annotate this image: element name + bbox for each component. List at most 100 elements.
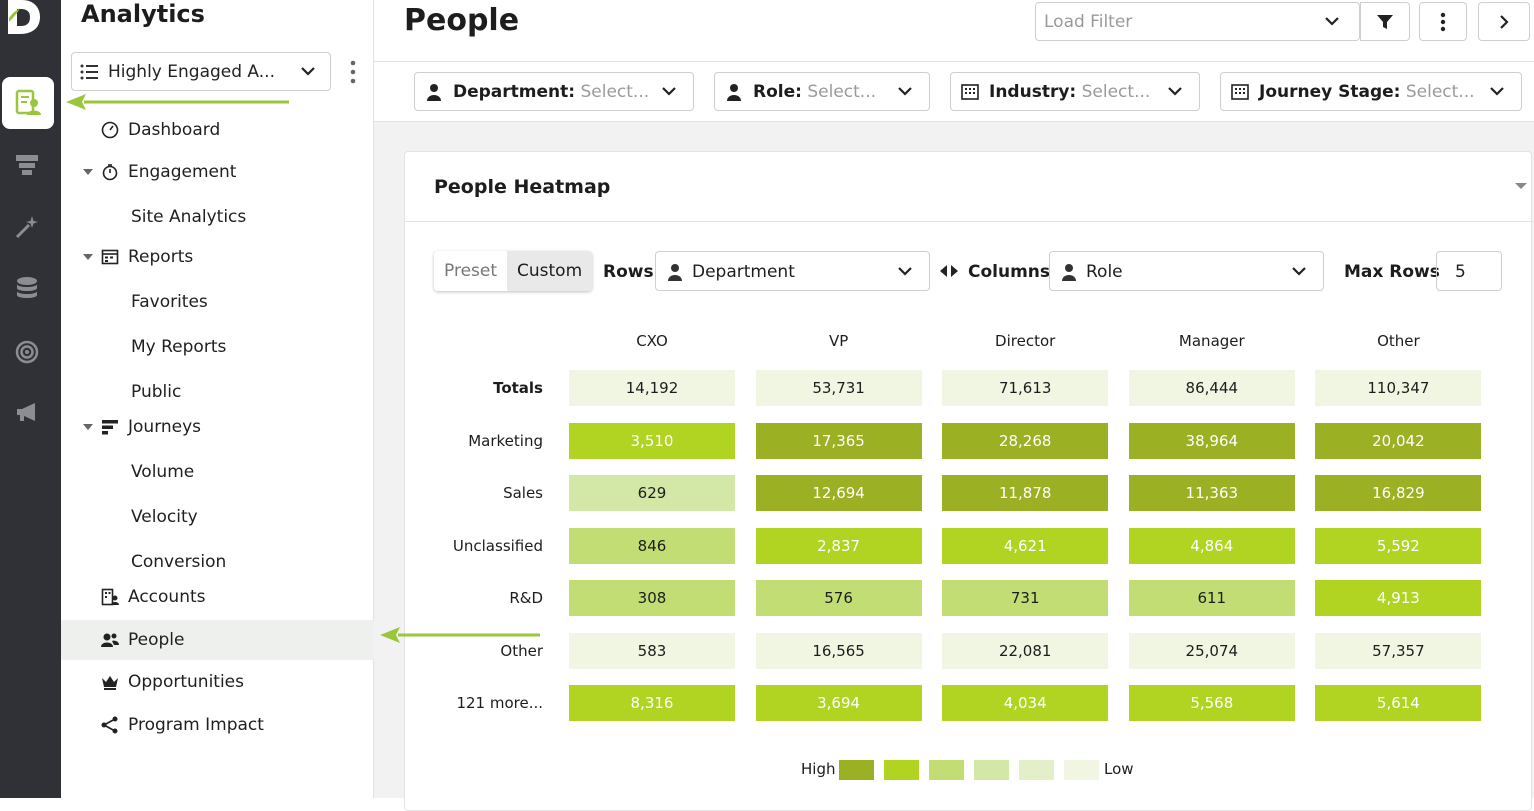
analytics-sidebar: Analytics Highly Engaged A... Dashboard …: [61, 0, 374, 798]
sidebar-item-label: Velocity: [131, 507, 198, 527]
person-icon: [1062, 264, 1076, 281]
heatmap-cell[interactable]: 38,964: [1128, 422, 1295, 459]
sidebar-item-engagement[interactable]: Engagement: [61, 153, 374, 191]
calendar-table-icon: [101, 249, 119, 265]
heatmap-cell[interactable]: 4,864: [1128, 527, 1295, 564]
kebab-menu-icon[interactable]: [345, 60, 361, 84]
heatmap-cell[interactable]: 5,592: [1315, 527, 1482, 564]
heatmap-row-label: Marketing: [468, 431, 543, 450]
sidebar-item-label: Dashboard: [128, 120, 221, 140]
sidebar-item-accounts[interactable]: Accounts: [61, 578, 374, 616]
heatmap-cell[interactable]: 2,837: [755, 527, 922, 564]
kebab-menu-icon: [1440, 12, 1446, 31]
target-rail-icon[interactable]: [12, 337, 42, 367]
megaphone-rail-icon[interactable]: [12, 397, 42, 427]
heatmap-cell[interactable]: 110,347: [1315, 370, 1482, 406]
heatmap-column-header: VP: [828, 332, 849, 350]
heatmap-cell[interactable]: 12,694: [755, 475, 922, 511]
next-button[interactable]: [1478, 2, 1530, 41]
chevron-down-icon: [1292, 267, 1306, 276]
sidebar-item-public[interactable]: Public: [61, 373, 374, 411]
heatmap-cell[interactable]: 731: [942, 580, 1109, 616]
heatmap-cell[interactable]: 17,365: [755, 422, 922, 459]
app-logo-icon[interactable]: [0, 0, 48, 36]
legend-swatch: [884, 760, 919, 780]
people-analytics-rail-button[interactable]: [2, 77, 54, 129]
heatmap-cell[interactable]: 53,731: [755, 370, 922, 406]
rows-select[interactable]: Department: [655, 251, 930, 291]
sidebar-item-volume[interactable]: Volume: [61, 453, 374, 491]
card-title: People Heatmap: [434, 176, 611, 198]
sidebar-item-velocity[interactable]: Velocity: [61, 498, 374, 536]
heatmap-cell[interactable]: 86,444: [1128, 370, 1295, 406]
industry-filter[interactable]: Industry: Select...: [950, 72, 1200, 111]
sidebar-item-favorites[interactable]: Favorites: [61, 283, 374, 321]
heatmap-cell[interactable]: 4,621: [942, 527, 1109, 564]
sidebar-item-my-reports[interactable]: My Reports: [61, 328, 374, 366]
caret-down-icon[interactable]: [1515, 182, 1527, 190]
heatmap-cell[interactable]: 576: [755, 580, 922, 616]
journey-stage-filter[interactable]: Journey Stage: Select...: [1220, 72, 1522, 111]
role-filter[interactable]: Role: Select...: [714, 72, 930, 111]
sidebar-item-site-analytics[interactable]: Site Analytics: [61, 198, 374, 236]
report-selector[interactable]: Highly Engaged A...: [71, 52, 331, 91]
caret-down-icon: [83, 254, 93, 260]
more-options-button[interactable]: [1419, 2, 1467, 41]
crown-icon: [102, 676, 118, 690]
gauge-icon: [101, 121, 119, 139]
sidebar-item-conversion[interactable]: Conversion: [61, 543, 374, 581]
columns-select[interactable]: Role: [1049, 251, 1324, 291]
funnel-rail-icon[interactable]: [12, 150, 42, 180]
heatmap-column-header: Director: [995, 332, 1056, 350]
sidebar-item-label: Public: [131, 382, 182, 402]
heatmap-cell[interactable]: 16,565: [755, 632, 922, 669]
heatmap-cell[interactable]: 14,192: [569, 370, 735, 406]
heatmap-cell[interactable]: 20,042: [1315, 422, 1482, 459]
heatmap-cell[interactable]: 583: [569, 632, 735, 669]
max-rows-input[interactable]: 5: [1436, 251, 1502, 291]
department-filter[interactable]: Department: Select...: [414, 72, 694, 111]
sidebar-item-people[interactable]: People: [61, 620, 374, 660]
highlight-arrow-icon: [380, 627, 540, 643]
heatmap-cell[interactable]: 28,268: [942, 422, 1109, 459]
heatmap-cell[interactable]: 25,074: [1128, 632, 1295, 669]
swap-arrows-icon[interactable]: [940, 264, 958, 278]
custom-tab[interactable]: Custom: [507, 251, 593, 291]
heatmap-cell[interactable]: 5,614: [1315, 685, 1482, 721]
heatmap-cell[interactable]: 611: [1128, 580, 1295, 616]
load-filter-placeholder: Load Filter: [1044, 12, 1133, 32]
heatmap-cell[interactable]: 308: [569, 580, 735, 616]
heatmap-cell[interactable]: 11,363: [1128, 475, 1295, 511]
magic-wand-rail-icon[interactable]: [12, 212, 42, 242]
legend-high-label: High: [801, 760, 836, 778]
sidebar-item-label: People: [128, 630, 185, 650]
heatmap-cell[interactable]: 22,081: [942, 632, 1109, 669]
heatmap-cell[interactable]: 4,034: [942, 685, 1109, 721]
heatmap-cell[interactable]: 629: [569, 475, 735, 511]
database-rail-icon[interactable]: [12, 274, 42, 304]
sidebar-item-opportunities[interactable]: Opportunities: [61, 663, 374, 701]
legend-swatch: [1064, 760, 1099, 780]
preset-tab[interactable]: Preset: [434, 251, 508, 291]
filter-icon: [1377, 14, 1393, 29]
sidebar-item-reports[interactable]: Reports: [61, 238, 374, 276]
chevron-down-icon: [1168, 87, 1182, 96]
chevron-down-icon: [898, 87, 912, 96]
heatmap-cell[interactable]: 5,568: [1128, 685, 1295, 721]
sidebar-item-dashboard[interactable]: Dashboard: [61, 111, 374, 149]
apply-filter-button[interactable]: [1360, 2, 1410, 41]
load-filter-select[interactable]: Load Filter: [1035, 2, 1410, 41]
heatmap-cell[interactable]: 3,510: [569, 422, 735, 459]
filter-placeholder: Select...: [807, 82, 876, 102]
sidebar-item-program-impact[interactable]: Program Impact: [61, 706, 374, 744]
heatmap-cell[interactable]: 57,357: [1315, 632, 1482, 669]
heatmap-cell[interactable]: 71,613: [942, 370, 1109, 406]
heatmap-cell[interactable]: 16,829: [1315, 475, 1482, 511]
heatmap-row-label: 121 more...: [456, 694, 543, 712]
sidebar-item-journeys[interactable]: Journeys: [61, 408, 374, 446]
heatmap-cell[interactable]: 4,913: [1315, 580, 1482, 616]
heatmap-cell[interactable]: 846: [569, 527, 735, 564]
heatmap-cell[interactable]: 3,694: [755, 685, 922, 721]
heatmap-cell[interactable]: 11,878: [942, 475, 1109, 511]
heatmap-cell[interactable]: 8,316: [569, 685, 735, 721]
